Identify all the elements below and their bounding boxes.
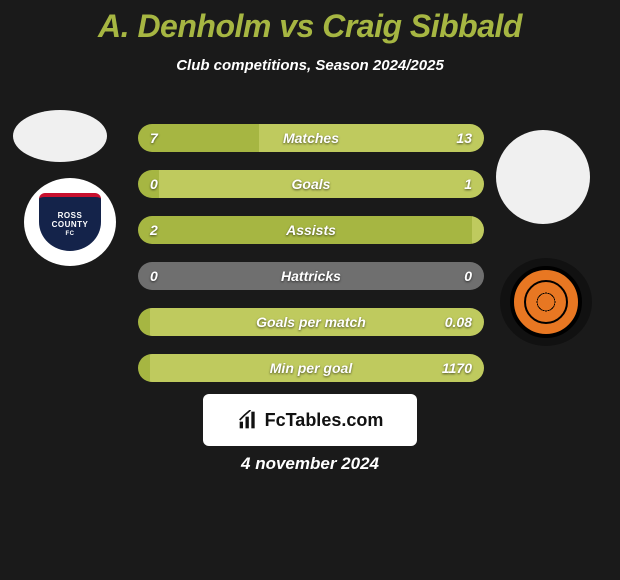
stat-value-right: 0	[464, 268, 472, 284]
stat-bar-left: 2	[138, 216, 472, 244]
club-right-badge	[500, 258, 592, 346]
comparison-subtitle: Club competitions, Season 2024/2025	[0, 57, 620, 74]
comparison-title: A. Denholm vs Craig Sibbald	[0, 0, 620, 45]
bar-chart-icon	[237, 410, 259, 430]
stat-bar-left: 7	[138, 124, 259, 152]
club-left-text-bottom: COUNTY	[52, 220, 89, 229]
stat-bar-left	[138, 354, 150, 382]
club-right-badge-inner	[510, 266, 582, 338]
stat-value-right: 0.08	[445, 314, 472, 330]
stat-value-left: 7	[150, 130, 158, 146]
brand-text: FcTables.com	[265, 410, 384, 431]
stat-value-right: 1	[464, 176, 472, 192]
stat-bar-right: 1170	[150, 354, 484, 382]
stat-value-left: 0	[150, 268, 158, 284]
player-right-avatar	[496, 130, 590, 224]
stat-bar-right: 1	[159, 170, 484, 198]
club-left-badge-inner: ROSS COUNTY FC	[39, 193, 101, 251]
club-left-fc: FC	[66, 231, 75, 237]
club-left-badge: ROSS COUNTY FC	[24, 178, 116, 266]
club-left-text-top: ROSS	[58, 211, 83, 220]
snapshot-date: 4 november 2024	[0, 454, 620, 474]
stat-bar-right: 13	[259, 124, 484, 152]
stat-bar: 2Assists	[138, 216, 484, 244]
stat-bar-left	[138, 308, 150, 336]
stat-value-right: 13	[456, 130, 472, 146]
stat-value-left: 2	[150, 222, 158, 238]
stat-bar-left: 0	[138, 262, 311, 290]
stat-bar-right	[472, 216, 484, 244]
player-left-avatar	[13, 110, 107, 162]
stat-bar-right: 0	[311, 262, 484, 290]
comparison-bars: 713Matches01Goals2Assists00Hattricks0.08…	[138, 124, 484, 400]
stat-bar: 00Hattricks	[138, 262, 484, 290]
stat-bar: 713Matches	[138, 124, 484, 152]
stat-bar-right: 0.08	[150, 308, 484, 336]
stat-bar-left: 0	[138, 170, 159, 198]
stat-value-right: 1170	[442, 360, 472, 376]
stat-value-left: 0	[150, 176, 158, 192]
stat-bar: 0.08Goals per match	[138, 308, 484, 336]
stat-bar: 01Goals	[138, 170, 484, 198]
stat-bar: 1170Min per goal	[138, 354, 484, 382]
brand-box[interactable]: FcTables.com	[203, 394, 417, 446]
